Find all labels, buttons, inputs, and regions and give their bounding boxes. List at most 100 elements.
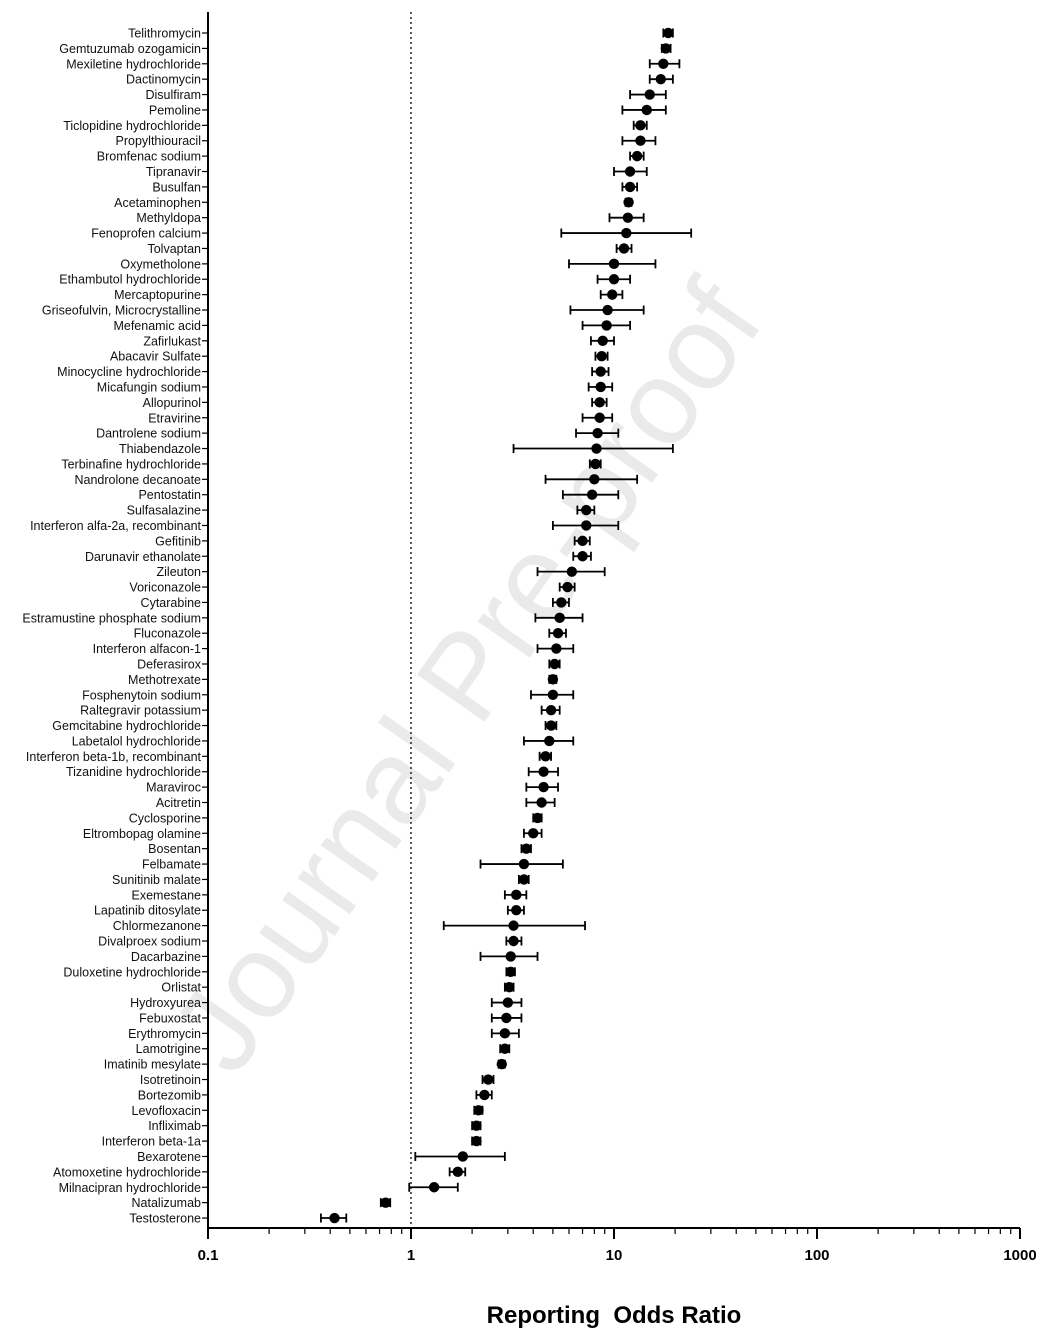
category-label: Ticlopidine hydrochloride xyxy=(63,119,201,133)
data-point xyxy=(452,1166,463,1178)
data-point xyxy=(501,1012,512,1024)
category-label: Erythromycin xyxy=(128,1027,201,1041)
category-label: Methotrexate xyxy=(128,673,201,687)
category-label: Sulfasalazine xyxy=(127,504,201,518)
data-point xyxy=(601,320,612,331)
category-label: Ethambutol hydrochloride xyxy=(59,273,201,287)
data-point xyxy=(595,381,606,393)
data-point xyxy=(556,597,567,608)
category-label: Pentostatin xyxy=(138,488,201,502)
category-label: Natalizumab xyxy=(132,1196,202,1210)
data-point xyxy=(496,1058,507,1070)
category-label: Divalproex sodium xyxy=(98,935,201,949)
category-label: Maraviroc xyxy=(146,781,201,795)
category-label: Methyldopa xyxy=(136,211,201,225)
category-label: Lamotrigine xyxy=(136,1042,201,1056)
category-label: Allopurinol xyxy=(143,396,201,410)
data-point xyxy=(622,212,634,223)
category-label: Imatinib mesylate xyxy=(104,1058,201,1072)
data-point xyxy=(597,335,608,346)
data-point xyxy=(329,1212,340,1224)
category-label: Telithromycin xyxy=(128,27,201,41)
category-label: Estramustine phosphate sodium xyxy=(22,611,201,625)
category-label: Terbinafine hydrochloride xyxy=(61,457,201,471)
category-label: Propylthiouracil xyxy=(116,134,201,148)
category-label: Bromfenac sodium xyxy=(97,150,201,164)
data-point xyxy=(562,581,573,593)
data-point xyxy=(608,274,620,285)
data-point xyxy=(607,289,618,300)
data-point xyxy=(594,412,605,423)
data-point xyxy=(641,104,652,116)
data-point xyxy=(591,443,602,454)
category-label: Duloxetine hydrochloride xyxy=(63,965,201,979)
category-label: Isotretinoin xyxy=(140,1073,201,1087)
category-label: Raltegravir potassium xyxy=(80,704,201,718)
data-point xyxy=(592,427,603,439)
data-point xyxy=(624,166,636,177)
category-label: Acetaminophen xyxy=(114,196,201,210)
category-label: Tipranavir xyxy=(146,165,201,179)
data-point xyxy=(644,89,655,100)
data-point xyxy=(380,1197,391,1208)
category-label: Deferasirox xyxy=(137,657,202,671)
data-point xyxy=(511,905,522,916)
data-point xyxy=(505,966,516,977)
category-label: Bosentan xyxy=(148,842,201,856)
data-point xyxy=(518,874,530,885)
data-marks xyxy=(320,27,693,1224)
data-point xyxy=(540,751,551,762)
category-label: Interferon alfacon-1 xyxy=(93,642,201,656)
category-label: Interferon beta-1a xyxy=(102,1135,201,1149)
data-point xyxy=(482,1074,494,1085)
data-point xyxy=(499,1043,511,1054)
category-label: Testosterone xyxy=(129,1212,201,1226)
category-label: Bortezomib xyxy=(138,1088,201,1102)
category-label: Levofloxacin xyxy=(132,1104,202,1118)
data-point xyxy=(545,720,557,731)
data-point xyxy=(547,689,559,700)
category-label: Lapatinib ditosylate xyxy=(94,904,201,918)
data-point xyxy=(508,935,519,947)
data-point xyxy=(631,150,643,162)
data-point xyxy=(608,258,620,270)
data-point xyxy=(457,1151,469,1162)
category-label: Atomoxetine hydrochloride xyxy=(53,1165,201,1179)
category-label: Darunavir ethanolate xyxy=(85,550,201,564)
data-point xyxy=(545,704,557,716)
category-label: Sunitinib malate xyxy=(112,873,201,887)
data-point xyxy=(479,1089,490,1101)
category-label: Oxymetholone xyxy=(120,257,201,271)
data-point xyxy=(549,658,560,670)
category-label: Milnacipran hydrochloride xyxy=(59,1181,201,1195)
watermark: Journal Pre-proof xyxy=(146,258,788,1095)
x-axis-title: Reporting Odds Ratio xyxy=(487,1302,742,1329)
category-label: Thiabendazole xyxy=(119,442,201,456)
category-label: Dacarbazine xyxy=(131,950,201,964)
data-point xyxy=(538,781,549,793)
data-point xyxy=(663,27,674,39)
data-point xyxy=(595,366,606,377)
category-label: Interferon alfa-2a, recombinant xyxy=(30,519,201,533)
category-label: Abacavir Sulfate xyxy=(110,350,201,364)
data-point xyxy=(544,735,555,747)
category-label: Zafirlukast xyxy=(143,334,201,348)
data-point xyxy=(594,397,605,408)
data-point xyxy=(566,566,578,577)
data-point xyxy=(623,197,634,208)
category-label: Mercaptopurine xyxy=(114,288,201,302)
category-label: Febuxostat xyxy=(139,1011,201,1025)
data-point xyxy=(658,58,669,69)
category-label: Mexiletine hydrochloride xyxy=(66,57,201,71)
axes: 0.1 1 10 100 1000 xyxy=(198,12,1037,1264)
category-label: Gemcitabine hydrochloride xyxy=(52,719,201,733)
category-label: Voriconazole xyxy=(129,581,201,595)
category-label: Pemoline xyxy=(149,103,201,117)
category-label: Tolvaptan xyxy=(147,242,201,256)
data-point xyxy=(596,350,607,362)
category-label: Exemestane xyxy=(132,888,202,902)
category-label: Acitretin xyxy=(156,796,201,810)
data-point xyxy=(538,766,549,777)
